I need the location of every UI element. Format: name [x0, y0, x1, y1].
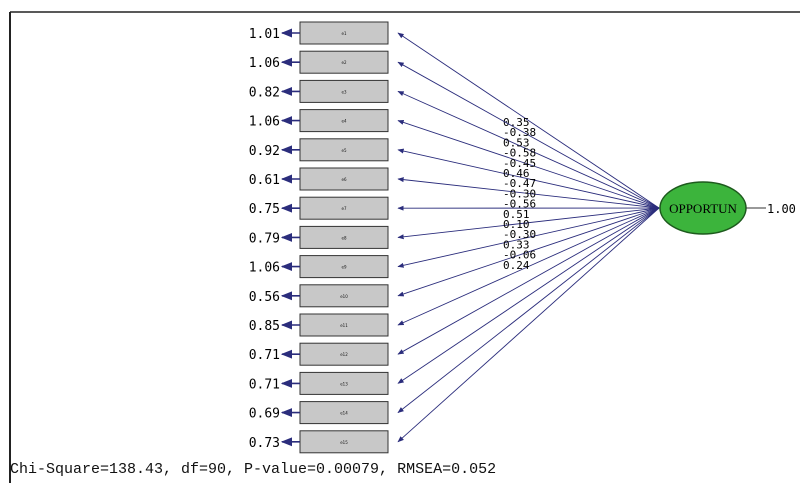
loading-label-e4: -0.58 [503, 147, 536, 160]
latent-variable: OPPORTUN 1.00 [659, 181, 796, 235]
loading-label-e13: 0.33 [503, 238, 530, 251]
loading-label-e7: -0.47 [503, 177, 536, 190]
error-variance-e3: 0.82 [249, 85, 280, 100]
indicator-label-e8: e8 [341, 235, 346, 240]
loading-path-e1 [397, 32, 660, 209]
loading-path-e10 [397, 207, 660, 297]
loading-label-e12: -0.30 [503, 228, 536, 241]
loading-path-e4 [397, 120, 660, 209]
indicator-label-e1: e1 [341, 31, 346, 36]
error-variance-e12: 0.71 [249, 348, 280, 363]
indicator-label-e15: e15 [340, 440, 348, 445]
error-variances: 1.01 1.06 0.82 1.06 0.92 0.61 0.75 0.79 1.06 0.56… [249, 27, 300, 451]
loading-path-e14 [397, 207, 660, 413]
loading-label-e3: 0.53 [503, 136, 530, 149]
loading-label-e2: -0.38 [503, 126, 536, 139]
indicator-label-e13: e13 [340, 381, 348, 386]
error-variance-e6: 0.61 [249, 173, 280, 188]
indicator-label-e5: e5 [341, 148, 346, 153]
loading-path-e12 [397, 207, 660, 355]
loading-label-e11: 0.10 [503, 218, 530, 231]
indicator-label-e11: e11 [340, 323, 348, 328]
error-variance-e1: 1.01 [249, 27, 280, 42]
loading-label-e14: -0.06 [503, 249, 536, 262]
loading-label-e10: 0.51 [503, 208, 530, 221]
error-variance-e14: 0.69 [249, 407, 280, 422]
error-variance-e5: 0.92 [249, 144, 280, 159]
error-variance-e8: 0.79 [249, 231, 280, 246]
indicator-label-e12: e12 [340, 352, 348, 357]
indicator-label-e9: e9 [341, 265, 346, 270]
loading-path-e11 [397, 207, 660, 326]
error-variance-e15: 0.73 [249, 436, 280, 451]
indicator-label-e3: e3 [341, 89, 346, 94]
loading-path-e2 [397, 61, 660, 209]
loading-label-e9: -0.56 [503, 198, 536, 211]
indicator-boxes: e1 e2 e3 e4 e5 e6 e7 e8 e9 e10 e11 e12 e13 e14 e15 [299, 21, 389, 454]
indicator-label-e2: e2 [341, 60, 346, 65]
error-variance-e9: 1.06 [249, 261, 280, 276]
loading-path-e5 [397, 148, 660, 209]
indicator-label-e14: e14 [340, 411, 348, 416]
latent-label: OPPORTUN [669, 201, 737, 216]
loading-paths: 0.35-0.380.53-0.58-0.450.46-0.47-0.30-0.… [397, 32, 660, 443]
indicator-label-e6: e6 [341, 177, 346, 182]
indicator-label-e10: e10 [340, 294, 348, 299]
loading-path-e6 [397, 177, 660, 209]
error-variance-e11: 0.85 [249, 319, 280, 334]
loading-label-e6: 0.46 [503, 167, 530, 180]
error-variance-e2: 1.06 [249, 56, 280, 71]
loading-path-e15 [397, 207, 660, 443]
latent-variance: 1.00 [767, 202, 796, 216]
error-variance-e7: 0.75 [249, 202, 280, 217]
loading-label-e1: 0.35 [503, 116, 530, 129]
error-variance-e13: 0.71 [249, 377, 280, 392]
loading-label-e5: -0.45 [503, 157, 536, 170]
loading-path-e3 [397, 90, 660, 209]
error-variance-e10: 0.56 [249, 290, 280, 305]
indicator-label-e7: e7 [341, 206, 346, 211]
loading-path-e9 [397, 207, 660, 268]
indicator-label-e4: e4 [341, 119, 346, 124]
loading-label-e8: -0.30 [503, 187, 536, 200]
loading-path-e13 [397, 207, 660, 384]
loading-label-e15: 0.24 [503, 259, 530, 272]
fit-statistics: Chi-Square=138.43, df=90, P-value=0.0007… [10, 461, 497, 478]
error-variance-e4: 1.06 [249, 115, 280, 130]
loading-path-e8 [397, 207, 660, 240]
